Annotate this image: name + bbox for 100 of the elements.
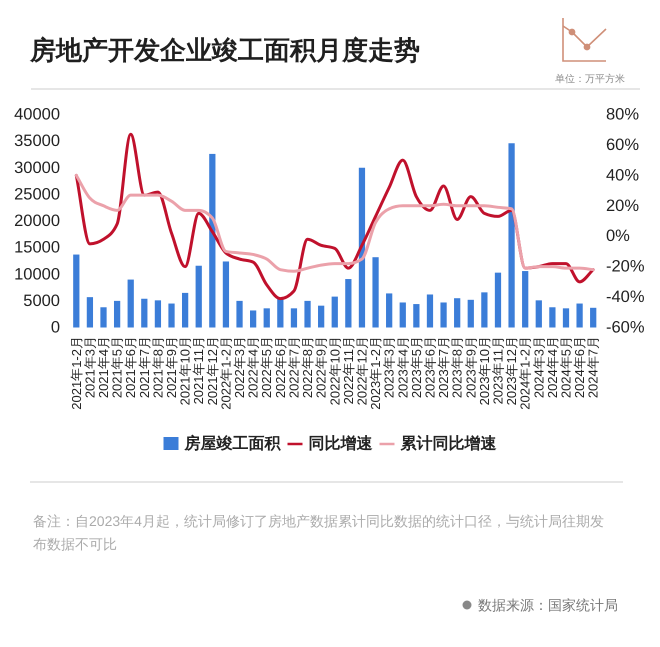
x-tick-label: 2024年7月: [586, 336, 601, 398]
bar: [400, 302, 406, 328]
x-tick-label: 2021年10月: [178, 336, 193, 406]
bar: [576, 304, 583, 328]
x-tick-label: 2023年12月: [504, 336, 520, 406]
x-tick-label: 2024年3月: [531, 336, 546, 398]
x-tick-label: 2023年1-2月: [368, 336, 384, 410]
y2-tick-label: -60%: [606, 318, 645, 336]
x-tick-label: 2022年4月: [246, 336, 261, 398]
y2-tick-label: 0%: [606, 227, 630, 246]
legend-label: 房屋竣工面积: [184, 434, 282, 452]
bar: [318, 306, 324, 328]
y-tick-label: 5000: [23, 292, 60, 310]
bar: [86, 297, 94, 328]
y2-tick-label: 80%: [606, 106, 640, 124]
x-tick-label: 2022年6月: [272, 336, 288, 398]
x-tick-label: 2023年8月: [450, 336, 465, 398]
bar: [522, 271, 528, 328]
bar: [114, 300, 120, 328]
source-note: 数据来源：国家统计局: [478, 597, 618, 613]
y2-tick-label: 60%: [606, 136, 640, 154]
bar: [73, 254, 80, 328]
x-tick-label: 2022年1-2月: [218, 336, 234, 410]
bar: [128, 280, 134, 328]
legend-label: 同比增速: [308, 434, 374, 452]
x-tick-label: 2022年3月: [232, 336, 248, 398]
chart-subtitle: 单位：万平方米: [555, 73, 625, 85]
x-tick-label: 2024年4月: [544, 336, 560, 398]
y-tick-label: 35000: [14, 132, 60, 150]
x-tick-label: 2021年8月: [150, 336, 166, 398]
bar: [182, 292, 188, 328]
bar: [440, 302, 447, 328]
x-tick-label: 2022年12月: [354, 336, 370, 406]
bar: [386, 293, 392, 328]
bar: [209, 154, 216, 328]
bar: [413, 304, 420, 328]
bar: [100, 307, 107, 328]
x-tick-label: 2021年12月: [204, 336, 220, 406]
bar: [168, 304, 175, 328]
bar: [236, 300, 243, 328]
x-tick-label: 2022年5月: [259, 336, 274, 398]
x-tick-label: 2022年8月: [300, 336, 316, 398]
x-tick-label: 2024年5月: [558, 336, 574, 398]
y-tick-label: 25000: [14, 185, 60, 204]
x-tick-label: 2022年10月: [327, 336, 342, 406]
x-tick-label: 2021年5月: [110, 336, 125, 398]
y2-tick-label: 20%: [606, 196, 640, 215]
y2-tick-label: -20%: [606, 258, 645, 276]
bar: [332, 296, 338, 328]
bar: [264, 308, 270, 328]
bar: [494, 272, 502, 328]
bar: [549, 307, 556, 328]
x-tick-label: 2021年4月: [96, 336, 112, 398]
y-tick-label: 20000: [14, 212, 60, 230]
x-tick-label: 2023年11月: [490, 336, 506, 404]
bar: [154, 300, 162, 328]
y-tick-label: 40000: [14, 106, 60, 124]
x-tick-label: 2023年9月: [463, 336, 478, 398]
y-tick-label: 15000: [14, 238, 60, 257]
x-tick-label: 2021年11月: [191, 336, 206, 404]
x-tick-label: 2021年1-2月: [68, 336, 84, 410]
bar: [426, 294, 434, 328]
x-tick-label: 2022年11月: [340, 336, 356, 404]
bar: [141, 298, 148, 328]
x-tick-label: 2021年3月: [82, 336, 98, 398]
bar: [222, 261, 230, 328]
y-tick-label: 10000: [14, 265, 60, 284]
text: 备注：自2023年4月起，统计局修订了房地产数据累计同比数据的统计口径，与统计局往期发布数据不可比: [33, 512, 605, 554]
y2-tick-label: -40%: [606, 288, 645, 306]
x-tick-label: 2024年6月: [572, 336, 588, 398]
x-tick-label: 2024年1-2月: [518, 336, 533, 410]
y-tick-label: 30000: [14, 158, 60, 177]
bar: [454, 298, 460, 328]
legend-label: 累计同比增速: [400, 434, 498, 452]
bar: [345, 279, 352, 328]
bar: [290, 308, 298, 328]
x-tick-label: 2023年6月: [422, 336, 438, 398]
x-tick-label: 2023年3月: [382, 336, 397, 398]
y-tick-label: 0: [50, 318, 60, 336]
chart-title: 房地产开发企业竣工面积月度走势: [29, 35, 420, 65]
x-tick-label: 2023年4月: [395, 336, 410, 398]
bar: [196, 266, 202, 328]
bar: [277, 298, 284, 328]
bar: [468, 300, 474, 328]
x-tick-label: 2021年6月: [123, 336, 138, 398]
bar: [372, 257, 379, 328]
bar: [536, 300, 542, 328]
bar: [250, 310, 256, 328]
bar: [481, 292, 488, 328]
x-tick-label: 2022年7月: [286, 336, 302, 398]
bar: [508, 143, 515, 328]
bar: [304, 300, 311, 328]
bar: [562, 308, 570, 328]
x-tick-label: 2022年9月: [314, 336, 329, 398]
x-tick-label: 2023年7月: [436, 336, 452, 398]
bar: [590, 308, 596, 328]
x-tick-label: 2021年7月: [136, 336, 152, 398]
x-tick-label: 2023年5月: [408, 336, 424, 398]
y2-tick-label: 40%: [606, 166, 640, 184]
x-tick-label: 2023年10月: [476, 336, 492, 406]
